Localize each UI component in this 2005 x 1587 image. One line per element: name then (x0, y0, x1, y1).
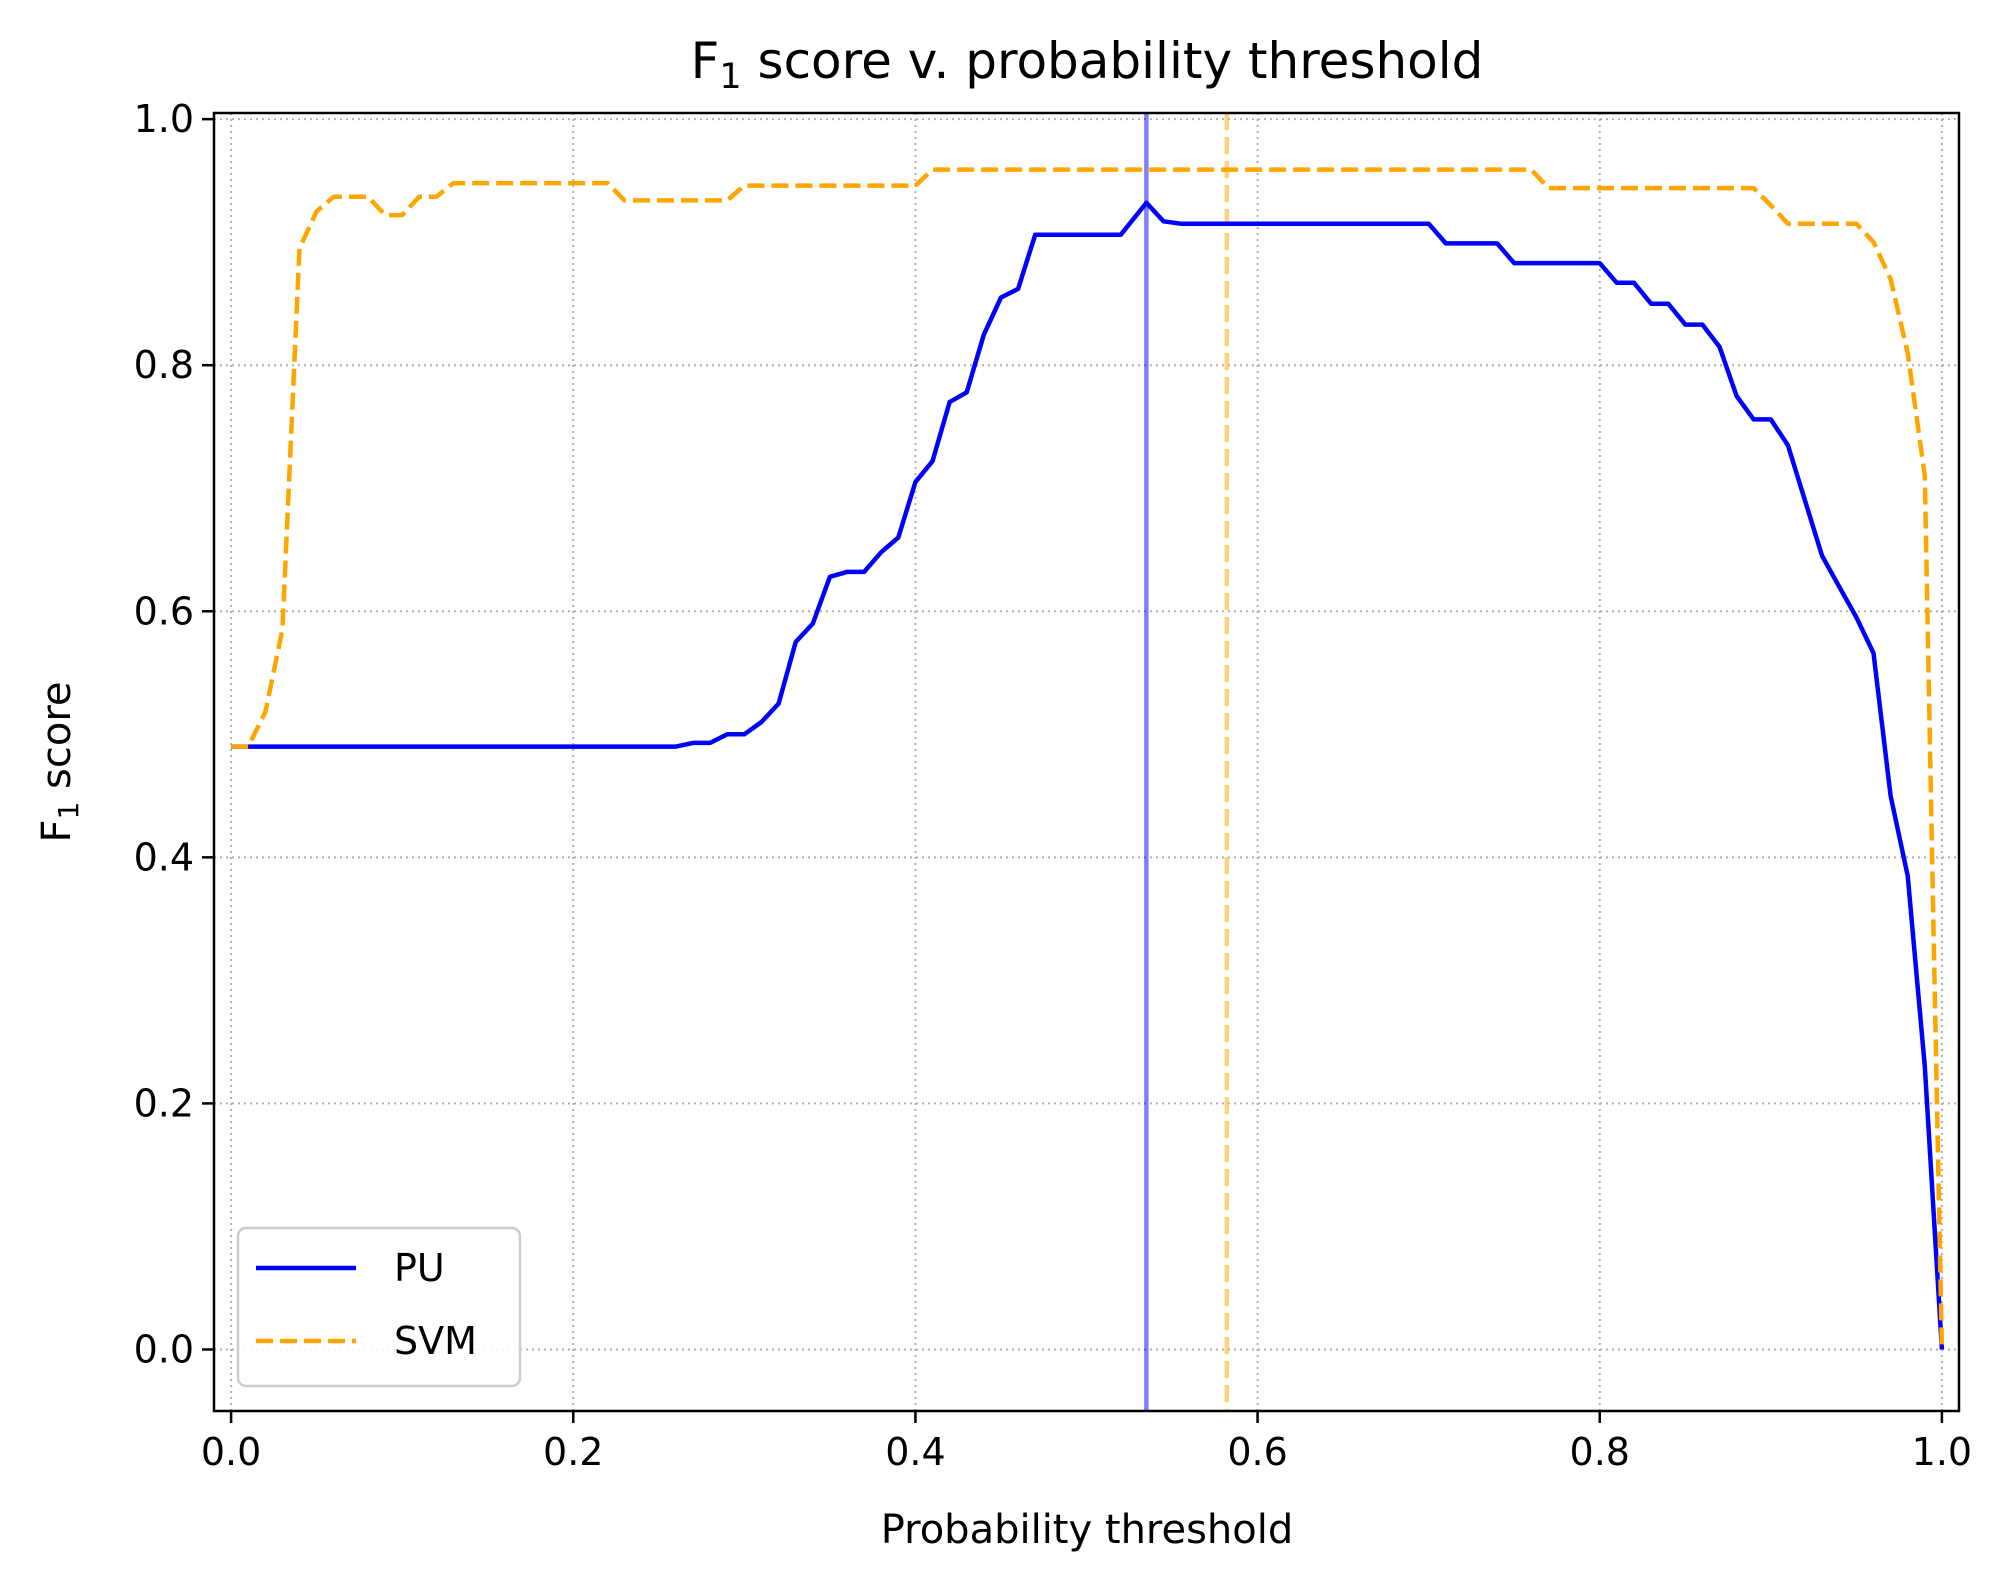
series-line-pu (231, 200, 1945, 1350)
x-axis-label: Probability threshold (881, 1507, 1294, 1553)
y-axis-label: F1 score (34, 681, 85, 842)
x-tick-label: 0.6 (1227, 1430, 1287, 1474)
threshold-markers (1144, 113, 1230, 1411)
legend: PU SVM (236, 1226, 522, 1388)
y-tick-label: 0.0 (134, 1327, 194, 1371)
legend-label-svm: SVM (394, 1319, 477, 1363)
y-tick-label: 0.6 (134, 589, 194, 633)
data-series (231, 167, 1945, 1350)
y-tick-label: 0.4 (134, 835, 194, 879)
x-tick-label: 1.0 (1912, 1430, 1972, 1474)
chart-title: F1 score v. probability threshold (691, 32, 1484, 97)
y-tick-label: 0.2 (134, 1081, 194, 1125)
legend-label-pu: PU (394, 1246, 445, 1290)
plot-frame (212, 111, 1961, 1413)
series-line-svm (231, 167, 1945, 1350)
legend-box (236, 1226, 522, 1388)
x-tick-label: 0.2 (543, 1430, 603, 1474)
x-tick-label: 0.8 (1570, 1430, 1630, 1474)
y-tick-label: 1.0 (134, 97, 194, 141)
grid-lines (214, 113, 1959, 1411)
y-axis-ticks: 0.0 0.2 0.4 0.6 0.8 1.0 (134, 97, 214, 1371)
y-tick-label: 0.8 (134, 343, 194, 387)
x-tick-label: 0.0 (201, 1430, 261, 1474)
x-axis-ticks: 0.0 0.2 0.4 0.6 0.8 1.0 (201, 1411, 1972, 1474)
x-tick-label: 0.4 (885, 1430, 945, 1474)
